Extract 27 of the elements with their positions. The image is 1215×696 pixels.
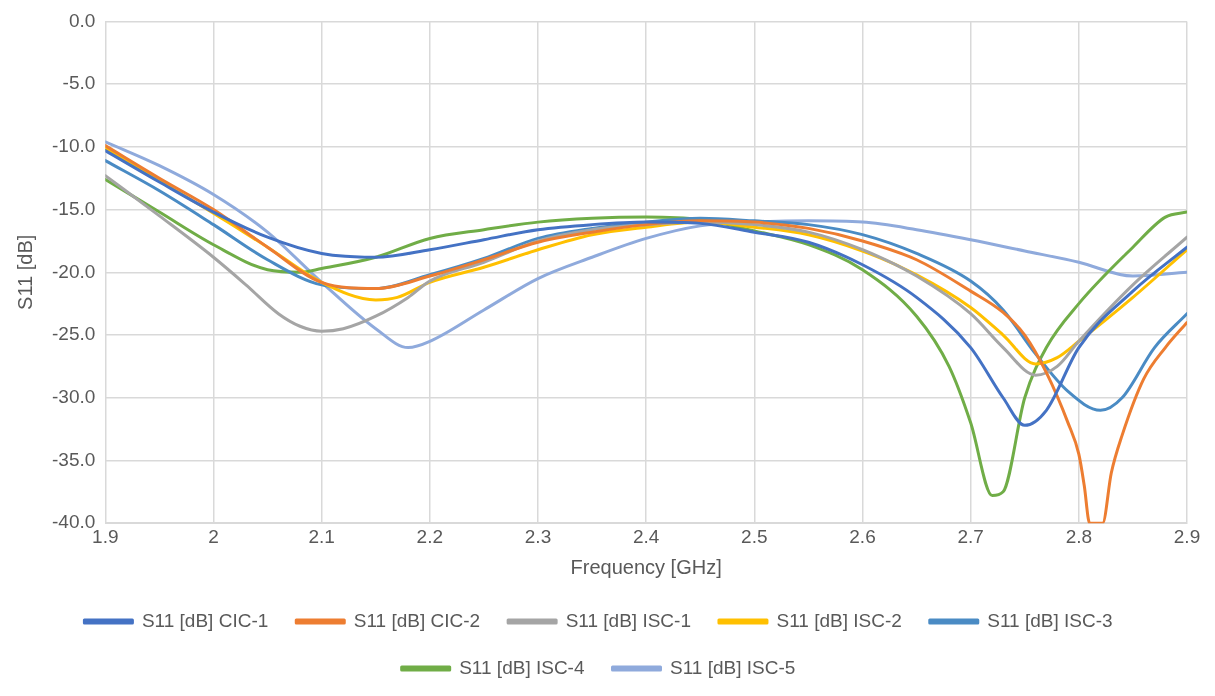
y-tick-label: -10.0 xyxy=(51,135,96,157)
legend-label: S11 [dB] CIC-1 xyxy=(141,609,269,631)
y-tick-label: -35.0 xyxy=(51,448,96,470)
x-tick-label: 2.5 xyxy=(741,525,768,547)
legend-label: S11 [dB] ISC-2 xyxy=(776,609,902,631)
y-tick-label: -15.0 xyxy=(51,197,96,219)
y-tick-label: -5.0 xyxy=(62,72,96,94)
legend-label: S11 [dB] ISC-5 xyxy=(670,656,796,678)
y-tick-label: -20.0 xyxy=(51,260,96,282)
x-tick-label: 2.7 xyxy=(957,525,984,547)
y-tick-label: -25.0 xyxy=(51,323,96,345)
x-tick-label: 2.9 xyxy=(1173,525,1201,547)
legend-label: S11 [dB] ISC-4 xyxy=(459,656,585,678)
x-tick-label: 2.6 xyxy=(849,525,876,547)
x-tick-label: 2 xyxy=(208,525,219,547)
y-tick-label: 0.0 xyxy=(68,9,96,31)
y-axis-title: S11 [dB] xyxy=(13,234,36,310)
x-axis-title: Frequency [GHz] xyxy=(570,555,722,578)
legend-label: S11 [dB] ISC-1 xyxy=(565,609,691,631)
y-tick-label: -30.0 xyxy=(51,385,96,407)
legend-label: S11 [dB] ISC-3 xyxy=(987,609,1113,631)
x-tick-label: 2.3 xyxy=(524,525,552,547)
x-tick-label: 2.4 xyxy=(632,525,660,547)
legend-label: S11 [dB] CIC-2 xyxy=(353,609,481,631)
x-tick-label: 2.8 xyxy=(1065,525,1093,547)
x-tick-label: 2.1 xyxy=(308,525,335,547)
x-tick-label: 2.2 xyxy=(416,525,444,547)
